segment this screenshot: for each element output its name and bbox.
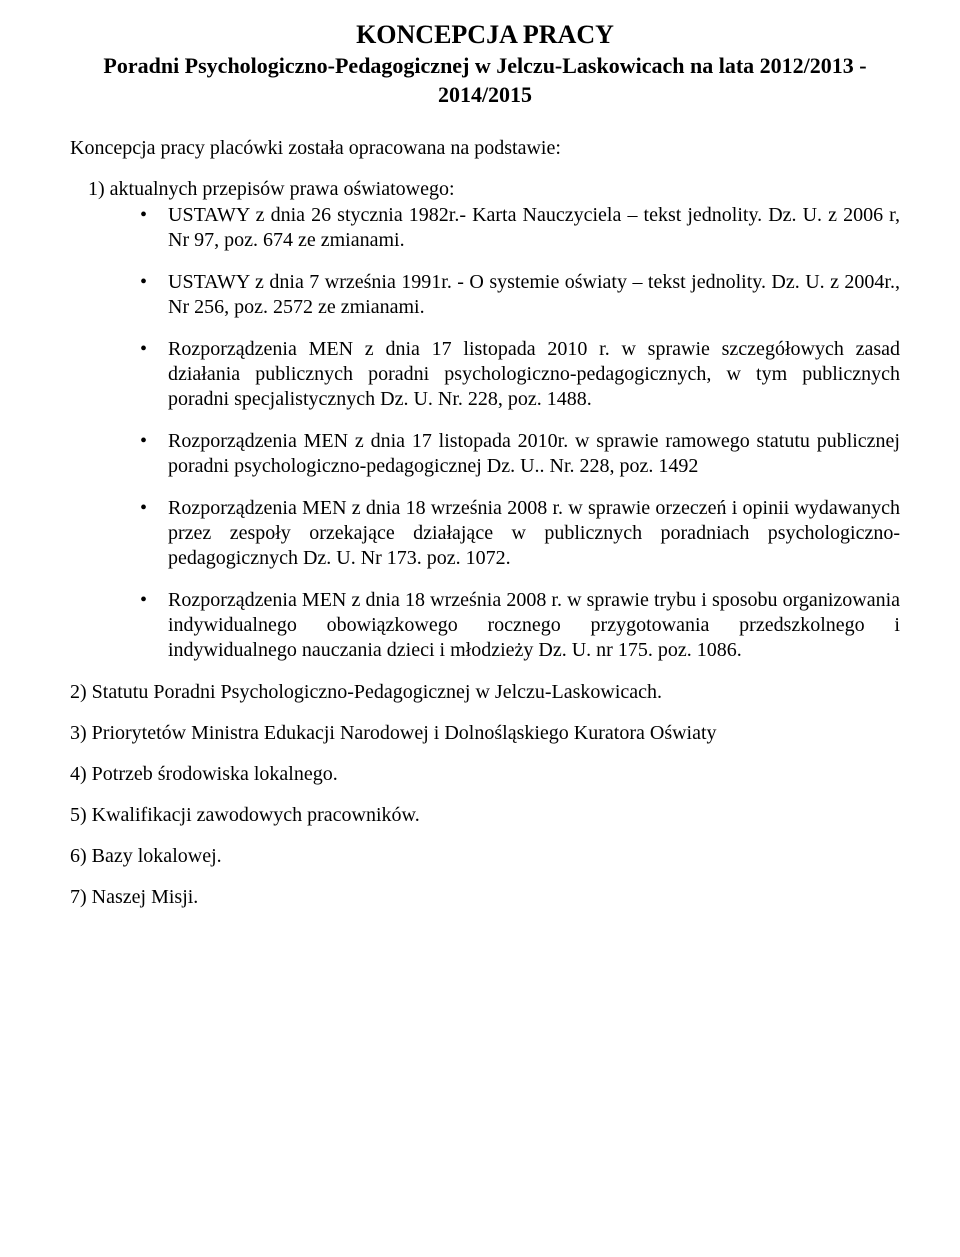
numbered-item-4: 4) Potrzeb środowiska lokalnego.	[70, 763, 900, 786]
numbered-item-7: 7) Naszej Misji.	[70, 886, 900, 909]
numbered-item-1: 1) aktualnych przepisów prawa oświatoweg…	[88, 178, 900, 201]
numbered-item-5: 5) Kwalifikacji zawodowych pracowników.	[70, 804, 900, 827]
document-subtitle: Poradni Psychologiczno-Pedagogicznej w J…	[70, 52, 900, 109]
bullet-item: Rozporządzenia MEN z dnia 17 listopada 2…	[140, 337, 900, 412]
bullet-item: Rozporządzenia MEN z dnia 18 września 20…	[140, 588, 900, 663]
bullet-item: USTAWY z dnia 7 września 1991r. - O syst…	[140, 270, 900, 320]
bullet-list: USTAWY z dnia 26 stycznia 1982r.- Karta …	[140, 203, 900, 663]
intro-text: Koncepcja pracy placówki została opracow…	[70, 137, 900, 160]
document-title: KONCEPCJA PRACY	[70, 20, 900, 50]
bullet-item: USTAWY z dnia 26 stycznia 1982r.- Karta …	[140, 203, 900, 253]
numbered-item-2: 2) Statutu Poradni Psychologiczno-Pedago…	[70, 681, 900, 704]
bullet-item: Rozporządzenia MEN z dnia 17 listopada 2…	[140, 429, 900, 479]
numbered-item-6: 6) Bazy lokalowej.	[70, 845, 900, 868]
bullet-item: Rozporządzenia MEN z dnia 18 września 20…	[140, 496, 900, 571]
numbered-item-3: 3) Priorytetów Ministra Edukacji Narodow…	[70, 722, 900, 745]
